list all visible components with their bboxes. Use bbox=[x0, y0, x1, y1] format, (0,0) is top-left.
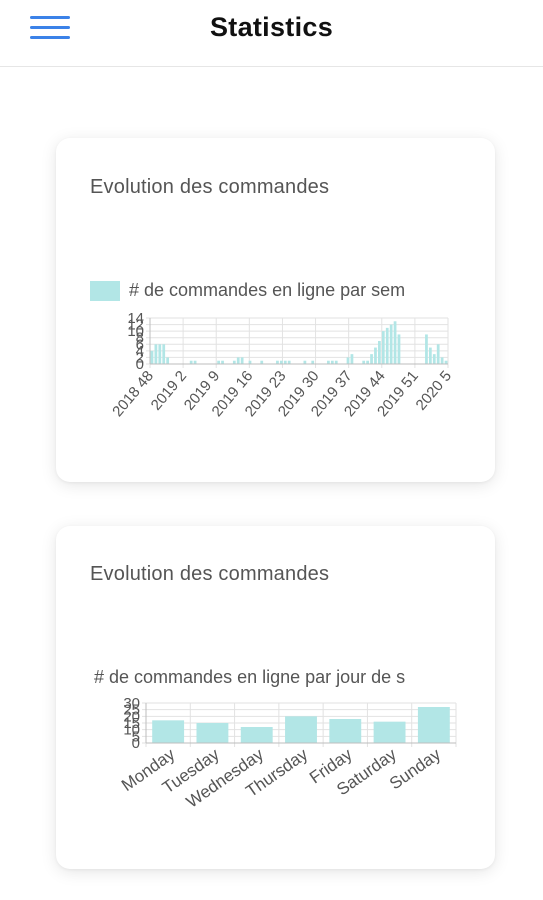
bar bbox=[346, 357, 350, 364]
bar bbox=[378, 341, 381, 364]
y-tick-label: 0 bbox=[132, 735, 140, 752]
bar bbox=[393, 321, 397, 364]
bar bbox=[236, 357, 240, 364]
x-tick-label: 2019 2 bbox=[148, 368, 191, 414]
y-tick-label: 8 bbox=[136, 330, 144, 347]
y-tick-label: 14 bbox=[127, 310, 144, 327]
x-tick-label: Sunday bbox=[386, 744, 445, 793]
bar bbox=[158, 344, 162, 364]
bar bbox=[150, 350, 154, 364]
bar bbox=[440, 357, 444, 364]
bar bbox=[162, 344, 166, 364]
weekly-orders-card: Evolution des commandes # de commandes e… bbox=[56, 138, 495, 482]
bar bbox=[350, 354, 354, 364]
legend-label[interactable]: # de commandes en ligne par sem bbox=[129, 280, 406, 300]
y-tick-label: 15 bbox=[123, 715, 140, 732]
bar bbox=[311, 360, 315, 364]
bar bbox=[428, 347, 432, 364]
weekday-orders-chart: 051015202530MondayTuesdayWednesdayThursd… bbox=[118, 695, 457, 812]
bar bbox=[389, 324, 393, 364]
bar bbox=[303, 360, 307, 364]
bar bbox=[385, 327, 389, 364]
bar bbox=[327, 360, 330, 364]
y-tick-label: 12 bbox=[127, 317, 144, 334]
y-tick-label: 10 bbox=[123, 722, 140, 739]
bar bbox=[217, 360, 220, 364]
card-title: Evolution des commandes bbox=[90, 563, 330, 585]
bar bbox=[260, 360, 264, 364]
legend-swatch[interactable] bbox=[90, 281, 120, 301]
y-tick-label: 6 bbox=[136, 336, 144, 353]
bar bbox=[279, 360, 283, 364]
bar bbox=[373, 721, 406, 743]
bar bbox=[166, 357, 170, 364]
bar bbox=[154, 344, 158, 364]
bar bbox=[330, 360, 334, 364]
app-header: Statistics bbox=[0, 0, 543, 67]
hamburger-menu-icon[interactable] bbox=[30, 14, 72, 42]
y-tick-label: 25 bbox=[123, 702, 140, 719]
y-tick-label: 2 bbox=[136, 349, 144, 366]
bar bbox=[196, 723, 229, 743]
y-tick-label: 20 bbox=[123, 708, 140, 725]
bar bbox=[152, 720, 185, 743]
bar bbox=[432, 354, 436, 364]
bar bbox=[221, 360, 224, 364]
bar bbox=[436, 344, 440, 364]
y-tick-label: 4 bbox=[136, 343, 144, 360]
y-tick-label: 0 bbox=[136, 356, 144, 373]
bar bbox=[287, 360, 291, 364]
bar bbox=[444, 360, 448, 364]
bar bbox=[232, 360, 236, 364]
bar bbox=[193, 360, 197, 364]
weekday-orders-card: Evolution des commandes # de commandes e… bbox=[56, 526, 495, 869]
bar bbox=[362, 360, 366, 364]
y-tick-label: 30 bbox=[123, 695, 140, 712]
bar bbox=[189, 360, 193, 364]
x-tick-label: 2020 5 bbox=[413, 368, 456, 414]
y-tick-label: 5 bbox=[132, 728, 140, 745]
bar bbox=[334, 360, 338, 364]
bar bbox=[276, 360, 279, 364]
legend-label[interactable]: # de commandes en ligne par jour de s bbox=[94, 667, 406, 687]
bar bbox=[370, 354, 373, 364]
card-title: Evolution des commandes bbox=[90, 176, 330, 198]
bar bbox=[374, 347, 377, 364]
bar bbox=[329, 719, 362, 743]
bar bbox=[240, 727, 273, 743]
y-tick-label: 10 bbox=[127, 323, 144, 340]
bar bbox=[397, 334, 401, 364]
bar bbox=[285, 716, 317, 743]
bar bbox=[248, 360, 252, 364]
bar bbox=[417, 707, 450, 743]
bar bbox=[381, 331, 385, 364]
bar bbox=[283, 360, 287, 364]
x-tick-label: 2018 48 bbox=[109, 368, 157, 420]
bar bbox=[366, 360, 369, 364]
bar bbox=[425, 334, 428, 364]
bar bbox=[240, 357, 244, 364]
page-title: Statistics bbox=[209, 12, 334, 42]
